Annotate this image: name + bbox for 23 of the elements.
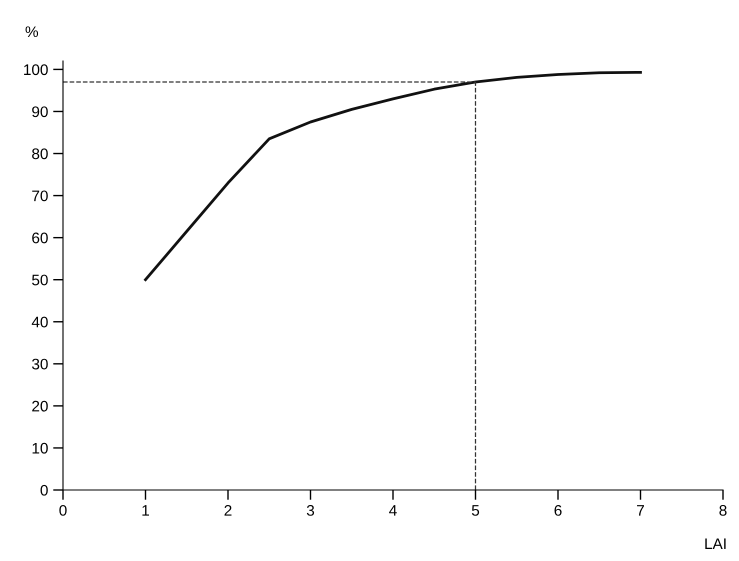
y-axis-title: %	[26, 26, 38, 38]
y-tick-label: 90	[32, 106, 48, 118]
x-tick-label: 2	[224, 504, 232, 516]
x-tick-label: 1	[142, 505, 150, 516]
x-tick-label: 6	[554, 504, 562, 516]
y-tick-label: 20	[32, 400, 48, 412]
y-tick-label: 50	[32, 274, 48, 286]
line-series	[144, 70, 642, 282]
y-tick-label: 60	[32, 232, 48, 244]
x-tick-label: 4	[389, 505, 397, 516]
x-tick-label: 5	[472, 505, 480, 516]
x-tick-label: 7	[637, 505, 644, 516]
x-tick-label: 3	[306, 504, 314, 516]
y-tick-label: 0	[40, 484, 48, 496]
x-tick-label: 8	[719, 504, 727, 516]
y-tick-label: 10	[32, 442, 48, 454]
x-axis-title: LAI	[705, 538, 726, 549]
x-tick-label: 0	[59, 504, 67, 516]
y-tick-label: 80	[32, 148, 48, 160]
y-tick-label: 100	[24, 64, 48, 76]
y-tick-label: 40	[32, 316, 48, 328]
y-tick-label: 70	[32, 190, 48, 202]
y-tick-label: 30	[32, 358, 48, 370]
